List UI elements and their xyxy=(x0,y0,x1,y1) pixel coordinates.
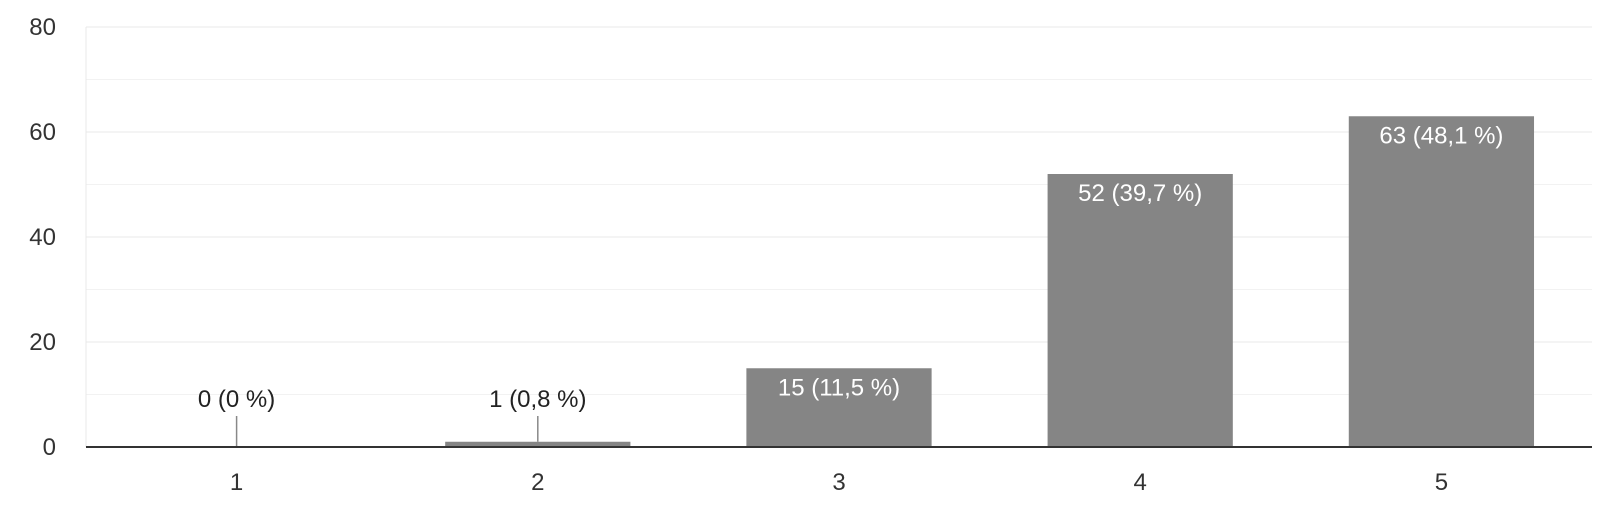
bar-value-label-1: 0 (0 %) xyxy=(198,386,275,413)
x-tick-label-5: 5 xyxy=(1435,469,1448,496)
bar-3 xyxy=(746,368,932,447)
x-tick-label-3: 3 xyxy=(832,469,845,496)
bar-value-label-2: 1 (0,8 %) xyxy=(489,386,586,413)
y-tick-label: 20 xyxy=(29,329,56,356)
y-axis: 0 20 40 60 80 xyxy=(29,14,56,461)
y-tick-label: 40 xyxy=(29,224,56,251)
bar-2 xyxy=(445,441,631,447)
bar-5 xyxy=(1348,116,1535,447)
x-tick-label-2: 2 xyxy=(531,469,544,496)
bar-value-label-4: 52 (39,7 %) xyxy=(1078,180,1202,207)
bar-value-label-5: 63 (48,1 %) xyxy=(1379,122,1503,149)
y-tick-label: 80 xyxy=(29,14,56,41)
gridlines xyxy=(85,26,1592,447)
x-tick-label-4: 4 xyxy=(1134,469,1147,496)
bar-4 xyxy=(1047,174,1233,447)
x-tick-label-1: 1 xyxy=(230,469,243,496)
y-tick-label: 60 xyxy=(29,119,56,146)
bar-value-label-3: 15 (11,5 %) xyxy=(778,374,900,401)
bars: 0 (0 %) 1 (0,8 %) 15 (11,5 %) 52 (39,7 %) 63… xyxy=(198,116,1535,447)
y-tick-label: 0 xyxy=(43,434,56,461)
x-axis: 1 2 3 4 5 xyxy=(230,469,1448,496)
